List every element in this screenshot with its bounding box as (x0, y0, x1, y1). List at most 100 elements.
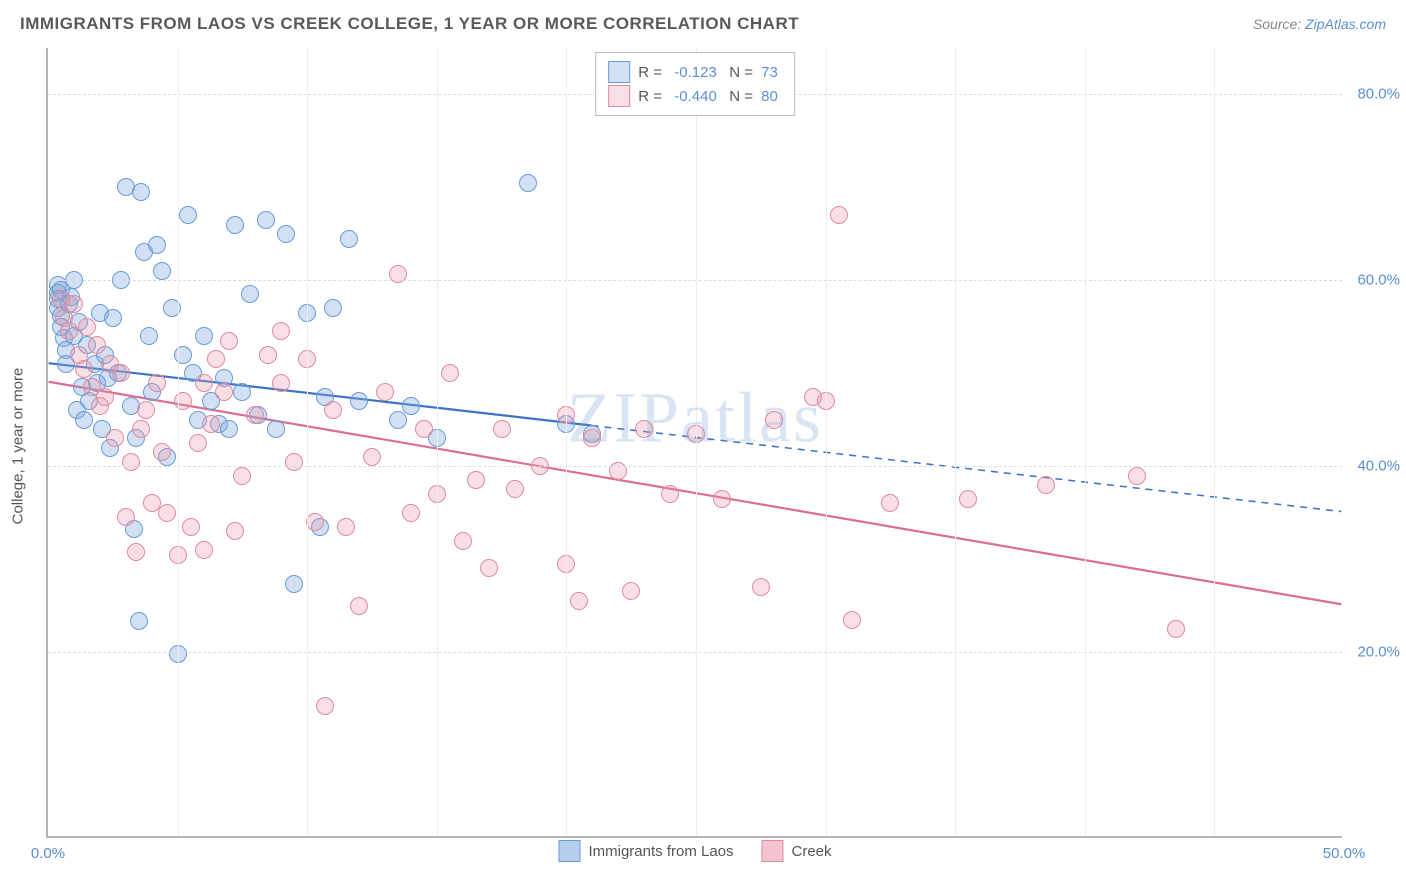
gridline-h (48, 652, 1342, 653)
legend-stats-creek: R = -0.440 N = 80 (638, 88, 782, 105)
legend-row-laos: R = -0.123 N = 73 (608, 61, 782, 83)
scatter-marker (324, 401, 342, 419)
scatter-marker (316, 697, 334, 715)
gridline-h (48, 280, 1342, 281)
scatter-marker (519, 174, 537, 192)
scatter-marker (132, 183, 150, 201)
scatter-marker (467, 471, 485, 489)
scatter-marker (195, 374, 213, 392)
gridline-v (826, 48, 827, 836)
scatter-marker (153, 443, 171, 461)
scatter-marker (226, 216, 244, 234)
scatter-marker (241, 285, 259, 303)
scatter-marker (257, 211, 275, 229)
scatter-marker (661, 485, 679, 503)
scatter-marker (583, 429, 601, 447)
scatter-marker (272, 374, 290, 392)
scatter-marker (454, 532, 472, 550)
scatter-marker (88, 336, 106, 354)
gridline-h (48, 466, 1342, 467)
scatter-marker (493, 420, 511, 438)
scatter-marker (337, 518, 355, 536)
scatter-marker (389, 411, 407, 429)
scatter-marker (220, 420, 238, 438)
scatter-marker (60, 322, 78, 340)
scatter-marker (285, 575, 303, 593)
legend-label: Immigrants from Laos (588, 843, 733, 860)
scatter-marker (174, 392, 192, 410)
scatter-marker (306, 513, 324, 531)
source-label: Source: ZipAtlas.com (1253, 16, 1386, 32)
scatter-marker (75, 411, 93, 429)
scatter-marker (830, 206, 848, 224)
scatter-marker (350, 597, 368, 615)
y-tick-label: 20.0% (1357, 644, 1400, 661)
scatter-marker (285, 453, 303, 471)
legend-bottom: Immigrants from Laos Creek (558, 840, 831, 862)
scatter-marker (340, 230, 358, 248)
scatter-marker (179, 206, 197, 224)
scatter-marker (959, 490, 977, 508)
x-tick-label: 50.0% (1323, 845, 1366, 862)
gridline-v (566, 48, 567, 836)
legend-swatch-laos (608, 61, 630, 83)
x-tick-label: 0.0% (31, 845, 65, 862)
scatter-marker (122, 453, 140, 471)
scatter-marker (195, 327, 213, 345)
scatter-marker (174, 346, 192, 364)
scatter-marker (215, 383, 233, 401)
legend-item: Creek (762, 840, 832, 862)
scatter-marker (267, 420, 285, 438)
source-prefix: Source: (1253, 16, 1305, 32)
scatter-marker (226, 522, 244, 540)
scatter-marker (350, 392, 368, 410)
scatter-marker (363, 448, 381, 466)
scatter-marker (506, 480, 524, 498)
scatter-marker (195, 541, 213, 559)
scatter-marker (112, 364, 130, 382)
gridline-v (1085, 48, 1086, 836)
chart-title: IMMIGRANTS FROM LAOS VS CREEK COLLEGE, 1… (20, 14, 799, 34)
scatter-marker (96, 388, 114, 406)
scatter-marker (259, 346, 277, 364)
scatter-marker (140, 327, 158, 345)
scatter-marker (277, 225, 295, 243)
legend-row-creek: R = -0.440 N = 80 (608, 85, 782, 107)
scatter-marker (189, 434, 207, 452)
scatter-marker (220, 332, 238, 350)
y-tick-label: 60.0% (1357, 272, 1400, 289)
scatter-marker (622, 582, 640, 600)
scatter-marker (415, 420, 433, 438)
gridline-v (178, 48, 179, 836)
gridline-v (307, 48, 308, 836)
scatter-marker (402, 504, 420, 522)
scatter-marker (104, 309, 122, 327)
y-tick-label: 40.0% (1357, 458, 1400, 475)
legend-swatch (762, 840, 784, 862)
scatter-marker (843, 611, 861, 629)
scatter-marker (272, 322, 290, 340)
scatter-marker (233, 467, 251, 485)
scatter-marker (137, 401, 155, 419)
scatter-marker (635, 420, 653, 438)
scatter-marker (1128, 467, 1146, 485)
scatter-marker (570, 592, 588, 610)
scatter-marker (132, 420, 150, 438)
scatter-marker (78, 318, 96, 336)
scatter-marker (130, 612, 148, 630)
scatter-marker (158, 504, 176, 522)
scatter-marker (609, 462, 627, 480)
legend-swatch (558, 840, 580, 862)
y-tick-label: 80.0% (1357, 86, 1400, 103)
scatter-marker (441, 364, 459, 382)
gridline-v (955, 48, 956, 836)
gridline-v (696, 48, 697, 836)
source-link[interactable]: ZipAtlas.com (1305, 16, 1386, 32)
scatter-marker (148, 374, 166, 392)
scatter-marker (1037, 476, 1055, 494)
scatter-marker (480, 559, 498, 577)
scatter-marker (163, 299, 181, 317)
scatter-marker (246, 406, 264, 424)
scatter-marker (1167, 620, 1185, 638)
legend-stats-laos: R = -0.123 N = 73 (638, 64, 782, 81)
